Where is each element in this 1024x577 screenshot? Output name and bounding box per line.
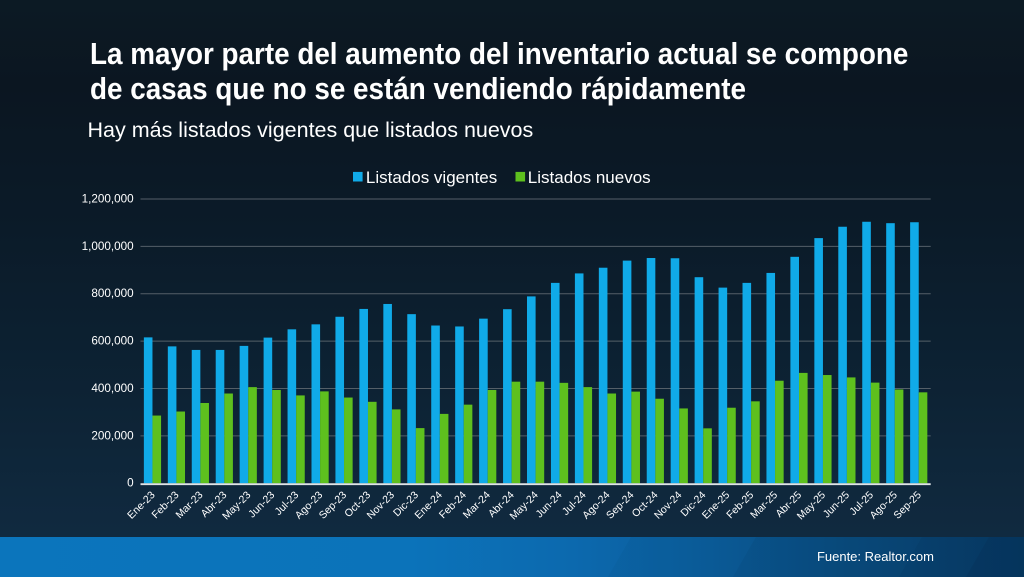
svg-text:Nov-24: Nov-24 [652, 489, 685, 522]
svg-text:Sep-24: Sep-24 [604, 489, 637, 522]
svg-text:Mar-24: Mar-24 [461, 489, 493, 521]
svg-text:0: 0 [127, 477, 134, 490]
svg-text:Mar-23: Mar-23 [173, 489, 205, 521]
svg-text:Nov-23: Nov-23 [365, 489, 398, 522]
svg-text:Jun-25: Jun-25 [821, 489, 852, 520]
svg-text:600,000: 600,000 [91, 335, 134, 348]
svg-text:Sep-23: Sep-23 [317, 489, 350, 522]
svg-text:Mar-25: Mar-25 [748, 489, 780, 521]
svg-text:800,000: 800,000 [91, 287, 134, 300]
svg-text:400,000: 400,000 [91, 382, 134, 395]
svg-text:Listados nuevos: Listados nuevos [528, 168, 651, 187]
svg-text:Sep-25: Sep-25 [891, 489, 924, 522]
svg-text:200,000: 200,000 [91, 429, 134, 442]
svg-text:1,000,000: 1,000,000 [82, 240, 134, 253]
svg-text:Jun-23: Jun-23 [246, 489, 277, 520]
svg-text:1,200,000: 1,200,000 [82, 192, 134, 205]
svg-text:Listados vigentes: Listados vigentes [366, 168, 497, 187]
svg-text:Jun-24: Jun-24 [533, 489, 564, 520]
